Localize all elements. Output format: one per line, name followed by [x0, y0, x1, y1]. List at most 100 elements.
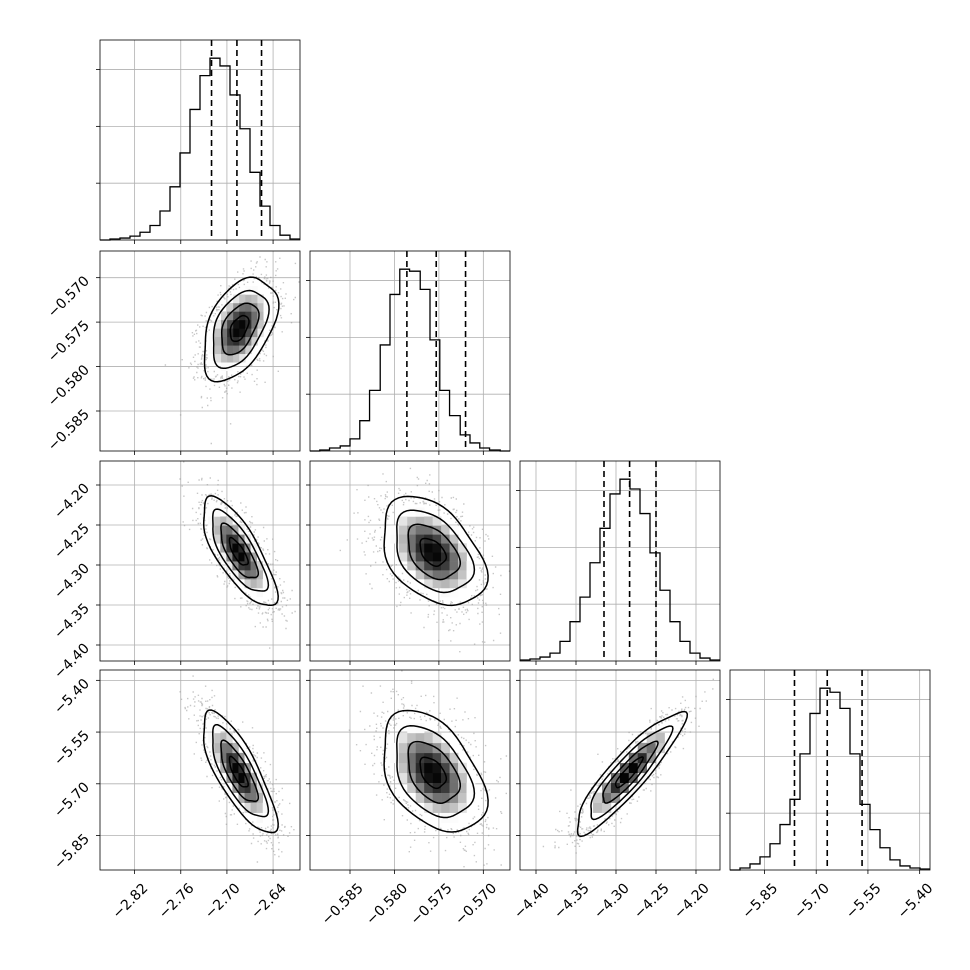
density-cell	[415, 792, 425, 803]
y-tick-label: −0.585	[45, 407, 93, 455]
density-cell	[415, 782, 425, 793]
density-cell	[441, 579, 450, 589]
x-tick-label: −2.76	[156, 880, 198, 922]
density-cell	[424, 782, 433, 793]
density-cell	[441, 543, 450, 553]
density-cell	[398, 742, 408, 754]
density-cell	[233, 319, 240, 329]
density-cell	[250, 792, 257, 803]
density-cell	[256, 570, 264, 580]
density-cell	[214, 742, 221, 754]
density-cell	[407, 543, 417, 553]
density-cell	[221, 328, 228, 338]
density-cell	[619, 772, 630, 784]
density-cell	[441, 561, 450, 571]
y-tick-label: −4.20	[51, 481, 93, 523]
density-cell	[245, 328, 252, 338]
density-cell	[214, 507, 221, 517]
contour-line	[396, 509, 476, 594]
density-cell	[449, 587, 459, 598]
density-cell	[407, 570, 417, 580]
density-cell	[415, 516, 425, 526]
density-cell	[251, 302, 258, 312]
density-cell	[263, 302, 270, 312]
density-cell	[415, 742, 425, 754]
density-cell	[239, 294, 246, 304]
density-cell	[458, 802, 467, 813]
density-cell	[250, 561, 257, 571]
marginal-hist-panel-1	[306, 250, 511, 455]
density-cell	[441, 792, 450, 803]
density-cell	[432, 762, 442, 774]
density-cell	[424, 516, 433, 526]
density-cell	[415, 534, 425, 544]
density-cell	[238, 561, 245, 571]
density-cell	[245, 302, 252, 312]
density-cell	[214, 319, 222, 329]
histogram-bar	[730, 687, 930, 871]
density-cell	[263, 311, 270, 321]
density-cell	[458, 570, 467, 580]
x-tick-label: −2.82	[110, 880, 152, 922]
marginal-hist-panel-3	[726, 669, 931, 874]
joint-panel-0-1	[96, 250, 301, 455]
density-cell	[628, 762, 639, 774]
density-cell	[262, 802, 270, 813]
density-cell	[601, 792, 612, 803]
density-cell	[655, 732, 665, 744]
density-cell	[256, 579, 264, 589]
density-cell	[214, 534, 221, 544]
density-cell	[256, 812, 264, 823]
contour-line	[396, 725, 476, 819]
x-tick-label: −4.20	[671, 880, 713, 922]
x-tick-label: −5.85	[740, 880, 782, 922]
x-tick-label: −2.70	[202, 880, 244, 922]
density-cell	[441, 742, 450, 754]
density-cell	[257, 319, 264, 329]
density-cell	[221, 353, 228, 363]
density-cell	[226, 543, 233, 553]
density-cell	[257, 294, 264, 304]
marginal-hist-panel-2	[516, 460, 721, 665]
density-cell	[449, 802, 459, 813]
density-cell	[220, 552, 227, 562]
density-cell	[390, 752, 400, 764]
density-cell	[232, 752, 239, 764]
density-cell	[441, 782, 450, 793]
density-cell	[466, 782, 476, 793]
density-cell	[251, 336, 258, 346]
contour-line	[576, 710, 689, 838]
density-cell	[232, 534, 239, 544]
density-cell	[415, 552, 425, 562]
density-map	[390, 507, 476, 598]
density-cell	[238, 782, 245, 793]
contour-line	[220, 522, 260, 579]
density-cell	[637, 762, 647, 774]
density-cell	[398, 732, 408, 744]
density-cell	[424, 732, 433, 744]
contour-line	[212, 508, 270, 592]
panel-frame	[309, 669, 511, 871]
density-cell	[232, 742, 239, 754]
density-cell	[251, 328, 258, 338]
panel-frame	[99, 669, 301, 871]
density-cell	[250, 782, 257, 793]
density-map	[390, 722, 476, 823]
density-cell	[398, 762, 408, 774]
density-cell	[214, 722, 221, 734]
contour-line	[383, 495, 489, 607]
x-tick-label: −4.25	[631, 880, 673, 922]
density-cell	[214, 336, 222, 346]
density-cell	[398, 543, 408, 553]
density-cell	[214, 732, 221, 744]
density-cell	[214, 752, 221, 764]
density-cell	[208, 336, 216, 346]
contour-line	[383, 709, 489, 833]
density-cell	[226, 552, 233, 562]
panel-frame	[99, 250, 301, 452]
density-cell	[655, 742, 665, 754]
density-cell	[424, 525, 433, 535]
density-cell	[244, 561, 251, 571]
x-tick-label: −0.580	[363, 880, 411, 928]
panel-frame	[519, 669, 721, 871]
